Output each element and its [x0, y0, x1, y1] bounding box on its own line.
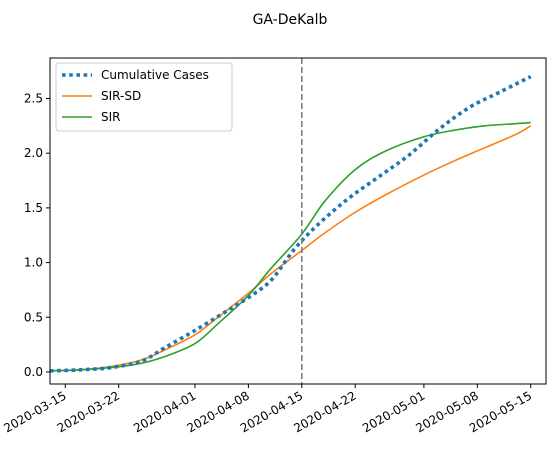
plot-frame: [49, 57, 547, 385]
legend-label-cumulative-cases: Cumulative Cases: [101, 68, 209, 82]
legend-label-sir: SIR: [101, 110, 121, 124]
y-tick-label: 1.0: [24, 256, 43, 270]
legend-label-sir-sd: SIR-SD: [101, 89, 141, 103]
chart-title: GA-DeKalb: [253, 12, 328, 28]
y-tick-label: 0.0: [24, 365, 43, 379]
y-tick-label: 2.5: [24, 91, 43, 105]
y-tick-label: 2.0: [24, 146, 43, 160]
y-tick-label: 0.5: [24, 310, 43, 324]
series-layer: [49, 74, 532, 373]
y-tick-label: 1.5: [24, 201, 43, 215]
legend-box: [55, 62, 233, 132]
y-axis: 0.0 0.5 1.0 1.5 2.0 2.5: [24, 91, 50, 379]
legend: Cumulative Cases SIR-SD SIR: [55, 62, 233, 132]
series-line-cumulative-cases: [49, 74, 532, 373]
